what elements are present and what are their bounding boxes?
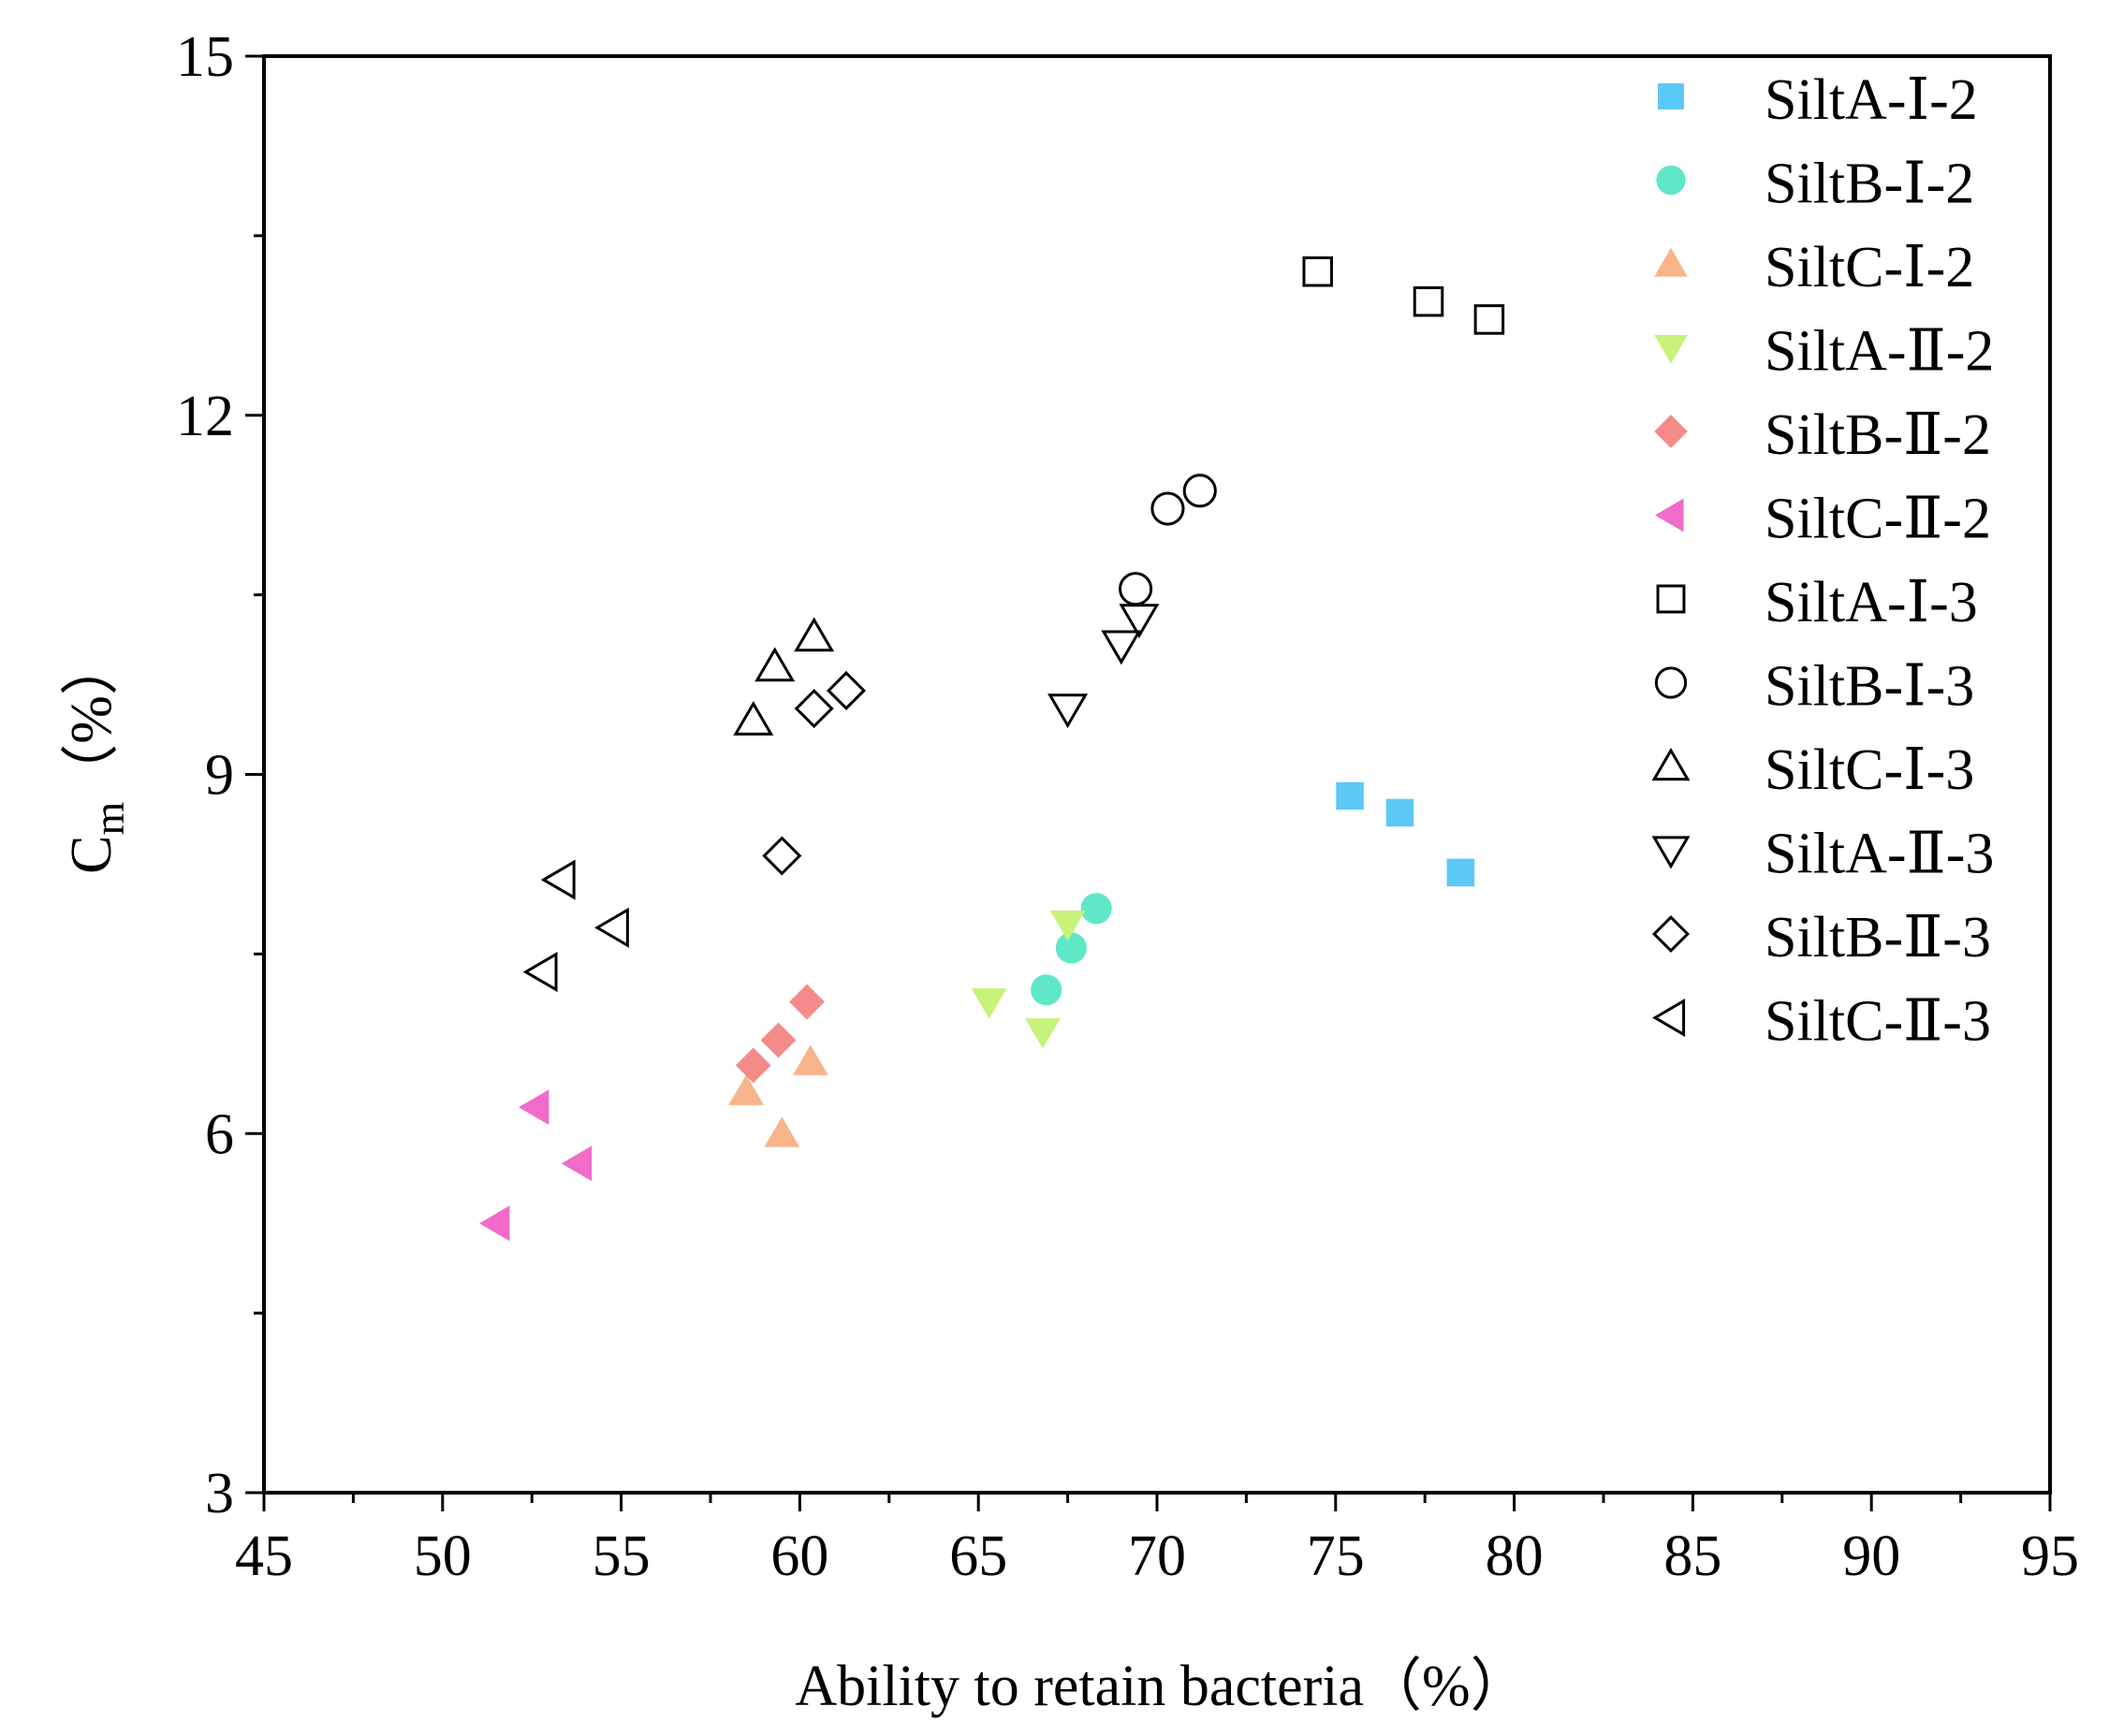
data-point [1101, 630, 1142, 665]
y-axis-title-main: C [60, 836, 124, 874]
data-point [1031, 974, 1062, 1006]
data-point [1080, 893, 1112, 925]
data-point [971, 988, 1007, 1019]
data-point [762, 836, 802, 876]
legend-marker [1651, 836, 1691, 869]
data-point [794, 617, 835, 652]
legend-label: SiltA-Ⅱ-2 [1765, 320, 1994, 384]
legend-label: SiltB-Ⅰ-3 [1765, 655, 1974, 719]
legend-label: SiltA-Ⅱ-3 [1765, 823, 1994, 886]
data-point [540, 859, 576, 900]
data-point [479, 1205, 510, 1242]
legend-marker [1651, 748, 1691, 781]
y-tick-label: 3 [205, 1462, 234, 1525]
data-point [522, 952, 558, 993]
legend-marker [1654, 415, 1688, 448]
legend-marker [1654, 334, 1688, 364]
legend-label: SiltC-Ⅱ-3 [1765, 990, 1991, 1054]
legend-marker [1655, 498, 1684, 532]
x-tick-label: 95 [2021, 1524, 2079, 1588]
x-tick-label: 50 [414, 1524, 472, 1588]
x-tick-label: 80 [1486, 1524, 1544, 1588]
legend-marker [1656, 584, 1686, 614]
y-tick-label: 9 [205, 744, 234, 808]
data-point [760, 1022, 797, 1058]
x-tick-label: 70 [1128, 1524, 1186, 1588]
y-tick-label: 12 [176, 385, 234, 448]
legend-marker [1656, 165, 1686, 196]
legend-label: SiltC-Ⅱ-2 [1765, 488, 1991, 551]
data-point [1446, 858, 1475, 887]
x-tick-label: 85 [1663, 1524, 1721, 1588]
y-tick-label: 15 [176, 25, 234, 89]
legend-label: SiltB-Ⅱ-3 [1765, 906, 1991, 970]
data-point [1055, 932, 1087, 964]
x-axis: 45 50 55 60 65 70 75 80 85 90 95 [235, 1493, 2079, 1588]
legend-label: SiltC-Ⅰ-3 [1765, 738, 1974, 802]
x-tick-label: 60 [770, 1524, 828, 1588]
data-point [735, 1047, 771, 1084]
x-tick-label: 55 [593, 1524, 651, 1588]
data-points [479, 255, 1505, 1242]
data-point [826, 670, 867, 710]
legend-marker [1652, 999, 1686, 1037]
data-point [1336, 781, 1364, 810]
data-point [1049, 910, 1086, 941]
data-point [764, 1116, 800, 1147]
data-point [1413, 285, 1444, 317]
legend-label: SiltC-Ⅰ-2 [1765, 236, 1974, 299]
x-axis-title: Ability to retain bacteria（%） [795, 1655, 1528, 1718]
data-point [789, 984, 825, 1020]
legend-label: SiltB-Ⅰ-2 [1765, 153, 1974, 216]
legend-label: SiltA-Ⅰ-3 [1765, 571, 1978, 635]
y-tick-label: 6 [205, 1102, 234, 1166]
data-point [561, 1145, 593, 1182]
data-point [519, 1089, 549, 1126]
data-point [754, 647, 796, 682]
data-point [1385, 798, 1414, 827]
legend-marker [1652, 915, 1690, 953]
data-point [1024, 1018, 1061, 1049]
legend-label: SiltB-Ⅱ-2 [1765, 403, 1991, 467]
data-point [1119, 572, 1153, 606]
legend-marker [1654, 666, 1688, 699]
data-point [1047, 693, 1089, 729]
data-point [1182, 474, 1217, 508]
legend-label: SiltA-Ⅰ-2 [1765, 68, 1978, 132]
x-tick-label: 90 [1842, 1524, 1900, 1588]
legend: SiltA-Ⅰ-2 SiltB-Ⅰ-2 SiltC-Ⅰ-2 SiltA-Ⅱ-2 Silt… [1651, 68, 1994, 1054]
data-point [593, 907, 629, 948]
x-tick-label: 75 [1307, 1524, 1365, 1588]
legend-marker [1654, 248, 1688, 277]
data-point [1119, 604, 1160, 639]
x-tick-label: 65 [949, 1524, 1007, 1588]
data-point [794, 689, 834, 729]
data-point [1150, 491, 1185, 526]
data-point [1302, 255, 1333, 287]
y-axis-title-subscript: m [85, 802, 133, 836]
data-point [792, 1044, 828, 1075]
y-axis-title: Cm（%） [60, 637, 133, 874]
x-tick-label: 45 [235, 1524, 293, 1588]
y-axis-title-unit: （%） [60, 637, 124, 802]
data-point [1473, 304, 1505, 335]
y-axis: 3 6 9 12 15 [176, 25, 264, 1525]
data-point [728, 1074, 765, 1105]
data-point [733, 700, 774, 736]
legend-marker [1658, 83, 1684, 109]
